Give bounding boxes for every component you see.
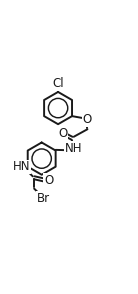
Text: O: O <box>58 127 67 140</box>
Text: O: O <box>44 174 53 187</box>
Text: HN: HN <box>13 160 31 173</box>
Text: NH: NH <box>65 142 83 155</box>
Text: Cl: Cl <box>52 77 64 90</box>
Text: Br: Br <box>37 192 50 205</box>
Text: O: O <box>83 113 92 126</box>
